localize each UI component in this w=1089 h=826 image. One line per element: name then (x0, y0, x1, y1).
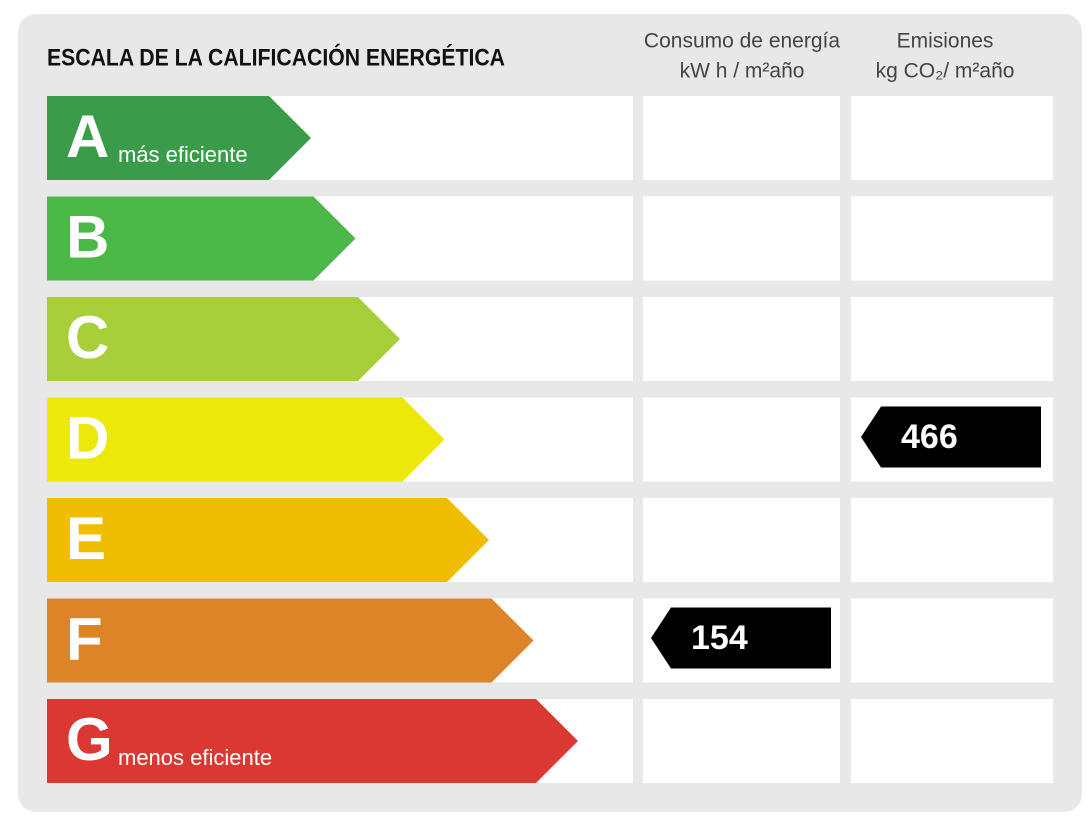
cell-bg (851, 196, 1053, 281)
rating-arrow (47, 96, 311, 180)
rating-arrow (47, 397, 445, 482)
rating-letter: B (66, 203, 109, 270)
column-unit: kW h / m²año (680, 60, 805, 83)
rating-letter: G (66, 706, 113, 773)
cell-bg (643, 297, 840, 381)
value-badge (651, 607, 831, 669)
rating-arrow (47, 598, 534, 683)
value-label: 154 (691, 619, 748, 657)
cell-bg (851, 699, 1053, 783)
rating-letter: D (66, 404, 109, 471)
title: ESCALA DE LA CALIFICACIÓN ENERGÉTICA (47, 43, 505, 71)
cell-bg (643, 96, 840, 180)
rating-arrow (47, 196, 356, 281)
cell-bg (643, 397, 840, 482)
rating-letter: E (66, 505, 106, 572)
value-badge (861, 406, 1041, 468)
cell-bg (643, 498, 840, 582)
rating-arrow (47, 297, 400, 381)
rating-note: menos eficiente (118, 745, 272, 770)
cell-bg (851, 297, 1053, 381)
column-title: Emisiones (897, 30, 994, 53)
cell-bg (851, 96, 1053, 180)
cell-bg (643, 699, 840, 783)
rating-arrow (47, 699, 578, 783)
value-label: 466 (901, 418, 958, 456)
rating-letter: C (66, 304, 109, 371)
cell-bg (851, 498, 1053, 582)
rating-arrow (47, 498, 489, 582)
rating-letter: F (66, 605, 103, 672)
cell-bg (643, 196, 840, 281)
rating-letter: A (66, 103, 109, 170)
column-unit: kg CO₂/ m²año (876, 60, 1015, 83)
rating-note: más eficiente (118, 142, 248, 167)
cell-bg (851, 598, 1053, 683)
column-title: Consumo de energía (644, 30, 840, 53)
